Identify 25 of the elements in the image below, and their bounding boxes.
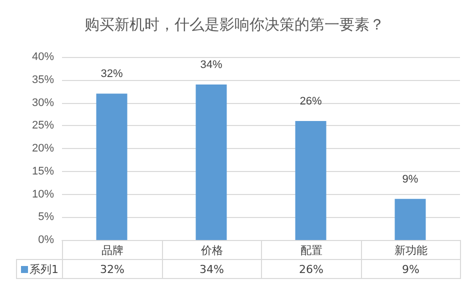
y-tick-label: 25% [32,120,54,132]
x-tick-label: 品牌 [62,240,162,260]
text: 26% [300,96,322,108]
legend-label: 系列1 [30,262,58,276]
y-tick-label: 20% [32,142,54,154]
y-tick-label: 10% [32,188,54,200]
data-label: 32% [62,259,162,279]
bar [196,84,227,240]
data-label: 9% [360,259,461,279]
y-tick-label: 15% [32,165,54,178]
y-tick-label: 40% [32,51,54,63]
data-label: 26% [261,259,362,279]
x-tick-label: 配置 [261,240,362,260]
y-tick-label: 35% [32,74,54,86]
x-tick-label: 价格 [162,240,262,260]
text: 9% [402,173,418,186]
text: 34% [200,58,222,71]
x-tick-label: 新功能 [360,240,461,260]
data-label: 34% [162,259,262,279]
chart-title: 购买新机时，什么是影响你决策的第一要素？ [84,16,384,34]
text: 32% [100,68,123,80]
y-tick-label: 30% [32,96,54,109]
bar [295,121,326,240]
y-tick-label: 5% [38,211,54,224]
y-tick-label: 0% [38,234,54,246]
